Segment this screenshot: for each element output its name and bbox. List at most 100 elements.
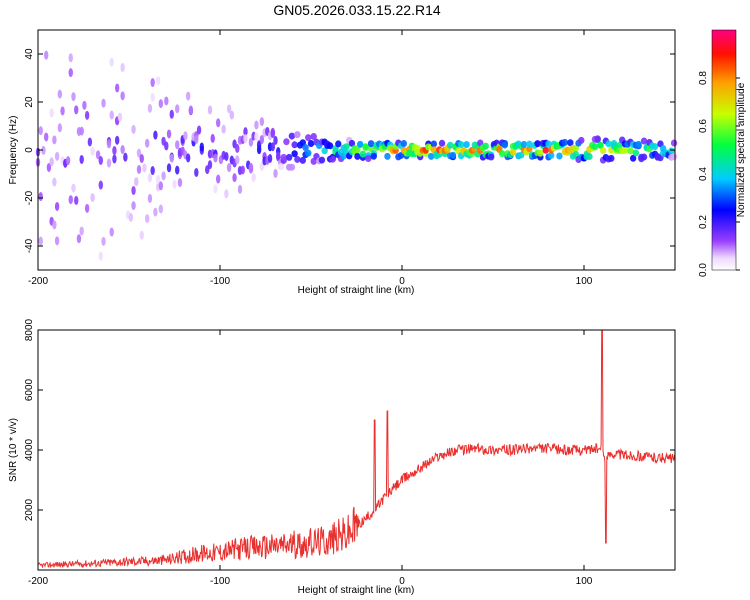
spectrogram-cell: [243, 133, 248, 143]
spectrogram-cell: [155, 76, 161, 86]
spectrogram-cell: [572, 144, 580, 152]
spectrogram-cell: [194, 167, 199, 177]
spectrogram-cell: [310, 133, 317, 141]
spectrogram-cell: [243, 127, 248, 137]
spectrogram-cell: [276, 152, 281, 162]
spectrogram-cell: [106, 139, 112, 149]
spectrogram-cell: [307, 140, 315, 148]
spectrogram-xtick-label: -100: [210, 276, 230, 287]
spectrogram-cell: [235, 155, 240, 165]
spectrogram-cell: [291, 141, 298, 149]
spectrogram-ytick-label: 20: [24, 96, 35, 108]
spectrogram-xtick-label: 0: [399, 276, 405, 287]
spectrogram-cell: [52, 135, 57, 145]
spectrogram-cell: [226, 163, 232, 173]
spectrogram-cell: [82, 100, 87, 110]
spectrogram-cell: [487, 153, 495, 161]
spectrogram-cell: [84, 203, 90, 213]
spectrogram-cell: [142, 163, 147, 173]
colorbar-tick-label: 0.6: [698, 119, 709, 133]
colorbar-gradient: [711, 29, 737, 271]
spectrogram-cell: [87, 137, 93, 147]
spectrogram-cell: [207, 160, 213, 170]
spectrogram-cell: [76, 234, 82, 244]
spectrogram-cell: [175, 104, 180, 114]
spectrogram-cell: [270, 142, 275, 152]
spectrogram-cell: [185, 153, 191, 163]
spectrogram-cell: [254, 120, 259, 130]
spectrogram-cell: [79, 126, 84, 136]
snr-x-ticks: -200 -100 0 100: [28, 330, 593, 587]
spectrogram-ytick-label: 40: [24, 48, 35, 60]
spectrogram-cell: [291, 150, 298, 158]
spectrogram-cell: [134, 177, 139, 187]
spectrogram-cell: [229, 110, 235, 120]
spectrogram-cell: [74, 195, 79, 205]
spectrogram-cell: [283, 138, 290, 146]
snr-xtick-label: 0: [399, 576, 405, 587]
spectrogram-cell: [112, 146, 117, 156]
spectrogram-cell: [166, 129, 172, 139]
colorbar-ticks: 0.0 0.2 0.4 0.6 0.8: [698, 71, 740, 277]
spectrogram-cell: [101, 98, 106, 108]
spectrogram-cell: [256, 140, 262, 150]
spectrogram-cell: [54, 236, 60, 246]
spectrogram-cell: [175, 165, 180, 175]
spectrogram-cell: [71, 92, 76, 102]
spectrogram-cell: [343, 143, 350, 151]
spectrogram-cell: [635, 140, 642, 148]
spectrogram-cell: [267, 153, 273, 163]
spectrogram-cell: [305, 134, 312, 142]
spectrogram-cell: [356, 140, 364, 148]
spectrogram-cell: [150, 78, 155, 88]
spectrogram-cell: [38, 236, 43, 246]
snr-x-label: Height of straight line (km): [298, 585, 415, 596]
spectrogram-cell: [270, 127, 275, 137]
spectrogram-cell: [131, 124, 136, 134]
spectrogram-cell: [95, 150, 101, 160]
spectrogram-cell: [400, 140, 408, 148]
spectrogram-cell: [207, 105, 213, 115]
spectrogram-cell: [106, 158, 112, 168]
spectrogram-cell: [621, 146, 629, 154]
spectrogram-cell: [139, 230, 144, 240]
spectrogram-cell: [128, 212, 134, 222]
spectrogram-cell: [578, 136, 585, 144]
spectrogram-cell: [651, 143, 659, 151]
spectrogram-ytick-label: 0: [24, 147, 35, 153]
snr-xtick-label: -200: [28, 576, 48, 587]
snr-y-ticks: 2000 4000 6000 8000: [24, 318, 675, 521]
spectrogram-y-label: Frequency (Hz): [8, 116, 19, 185]
spectrogram-cell: [226, 104, 232, 114]
spectrogram-cell: [54, 201, 60, 211]
spectrogram-cell: [79, 226, 84, 236]
spectrogram-cell: [74, 105, 79, 115]
spectrogram-cell: [196, 125, 202, 135]
spectrogram-cell: [294, 155, 301, 163]
spectrogram-cell: [273, 135, 278, 145]
spectrogram-cell: [114, 83, 120, 93]
spectrogram-cell: [68, 195, 73, 205]
spectrogram-cell: [172, 179, 177, 189]
spectrogram-cell: [131, 185, 136, 195]
spectrogram-cell: [463, 141, 470, 149]
spectrogram-cell: [60, 106, 65, 116]
spectrogram-cell: [169, 109, 174, 119]
spectrogram-cell: [90, 146, 95, 156]
spectrogram-cell: [556, 152, 563, 160]
spectrogram-cell: [120, 91, 125, 101]
spectrogram-cell: [354, 152, 361, 160]
spectrogram-cell: [299, 156, 307, 164]
spectrogram-cell: [169, 153, 174, 163]
spectrogram-cell: [670, 139, 678, 147]
spectrogram-cell: [509, 148, 517, 156]
spectrogram-cell: [131, 201, 136, 211]
spectrogram-cell: [183, 131, 188, 141]
spectrogram-x-ticks: -200 -100 0 100: [28, 30, 593, 287]
spectrogram-cell: [213, 184, 218, 194]
spectrogram-cell: [43, 50, 49, 60]
spectrogram-cell: [430, 140, 438, 148]
spectrogram-cell: [365, 155, 372, 163]
spectrogram-cell: [145, 138, 150, 148]
